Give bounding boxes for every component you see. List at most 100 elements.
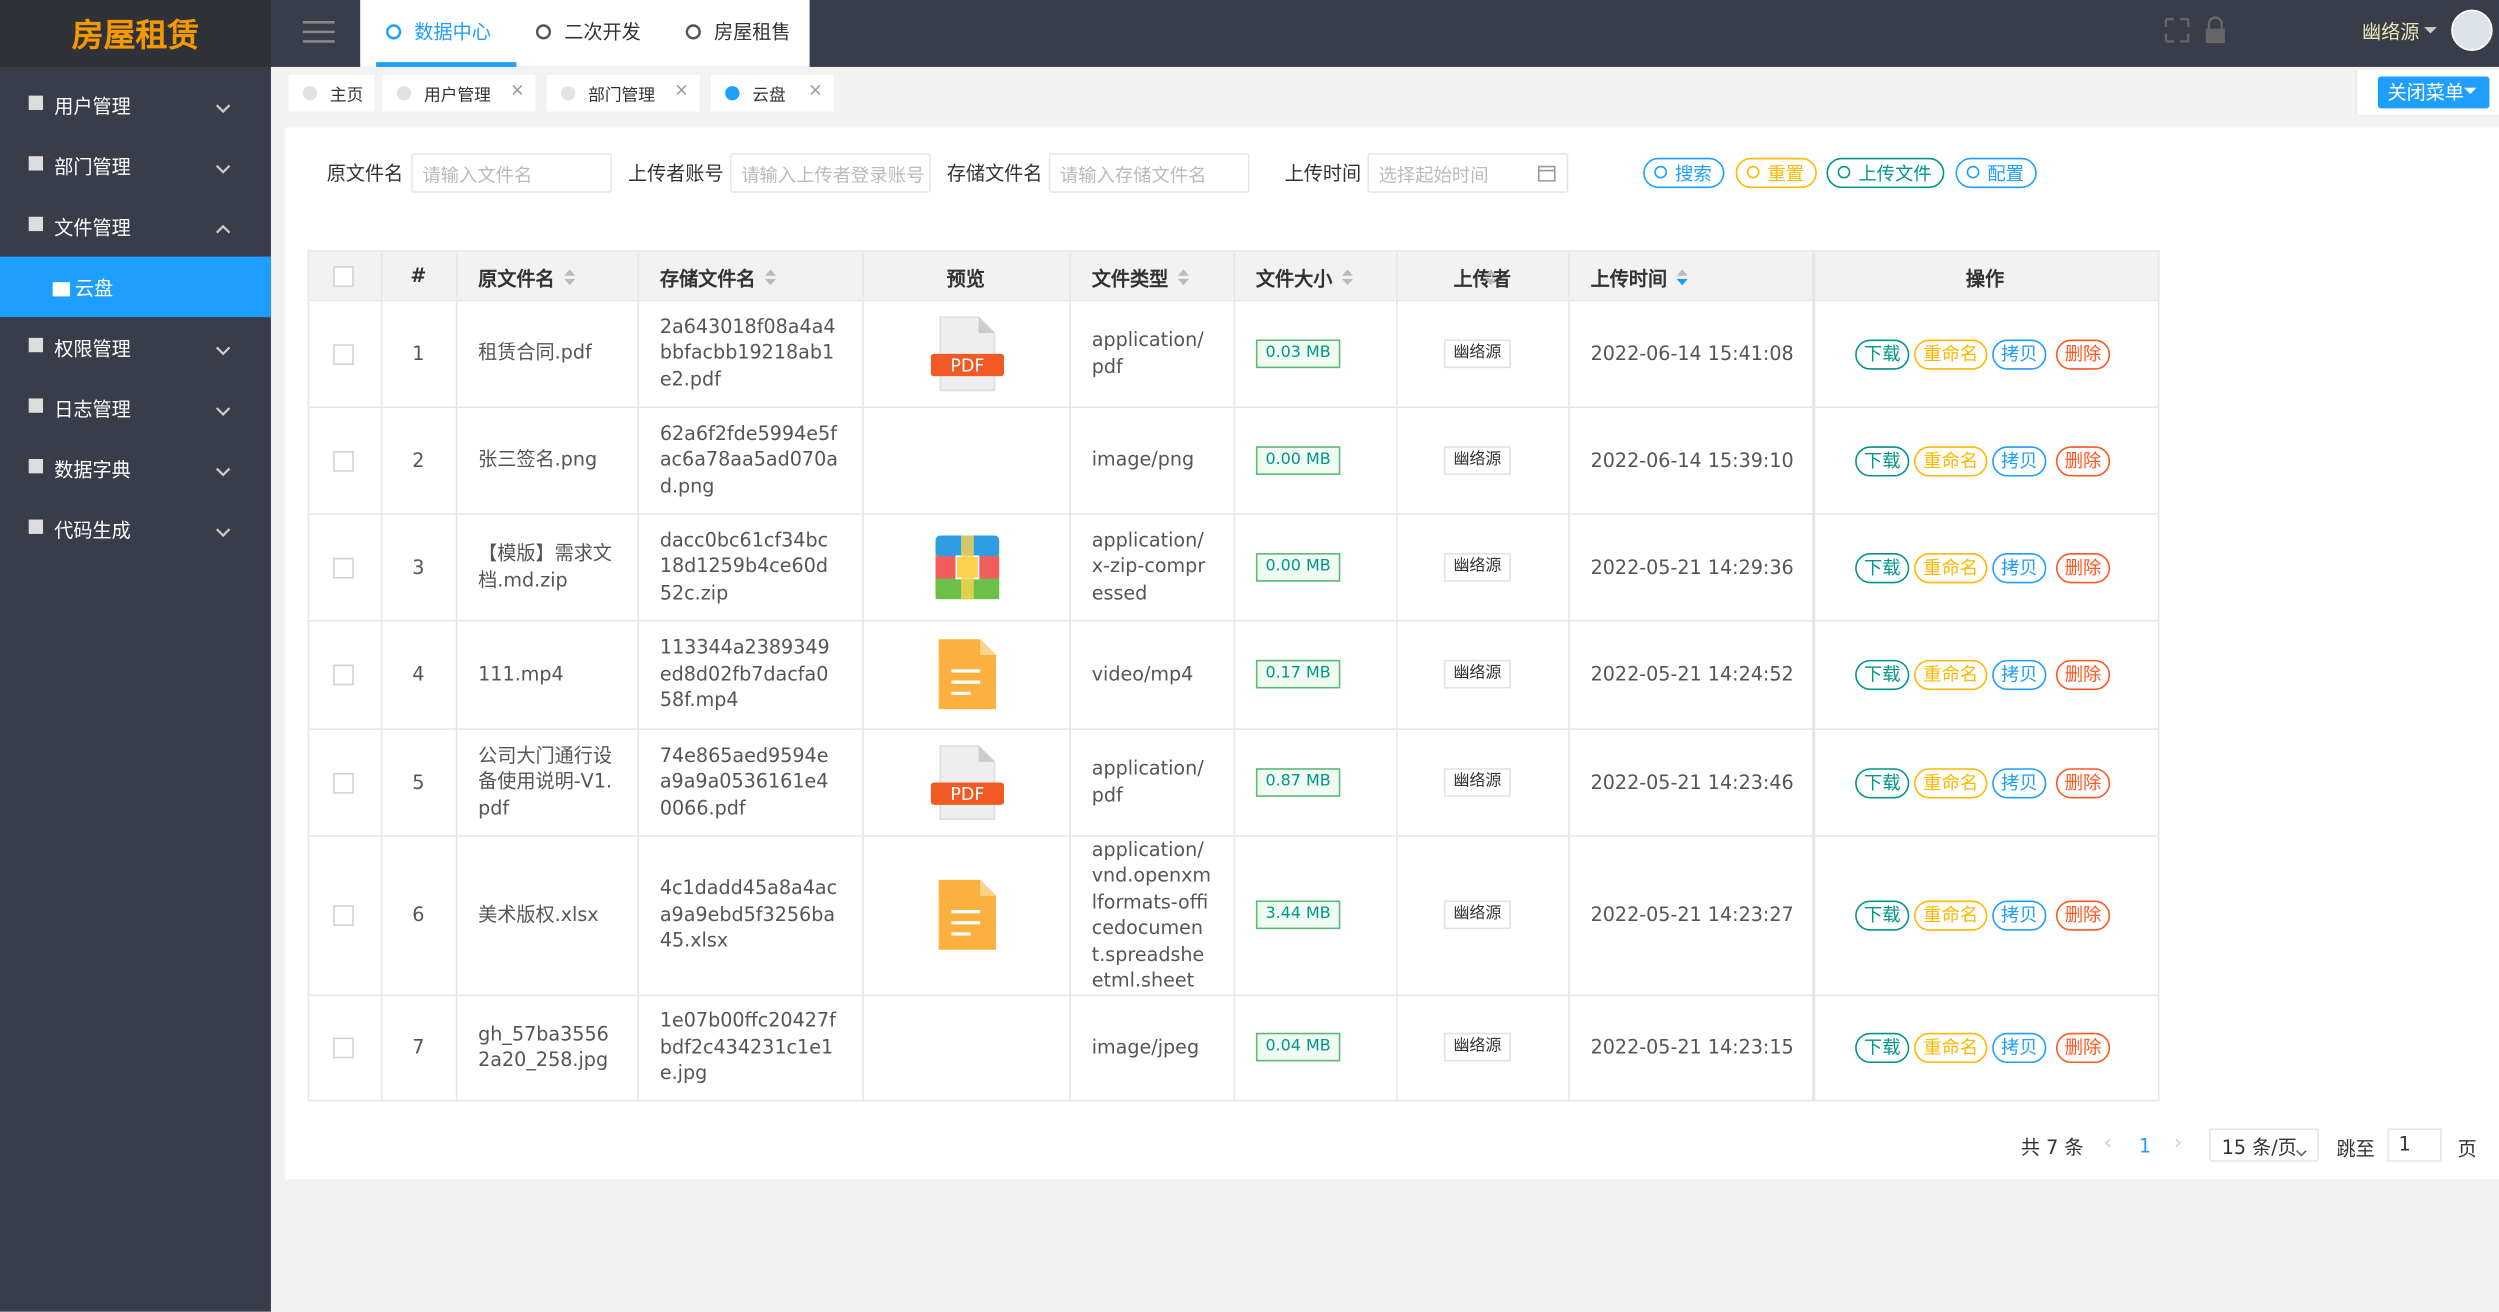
row-index: 4 [412, 663, 425, 686]
preview-pdf [930, 315, 1005, 392]
menu-label: 代码生成 [54, 519, 131, 542]
action-button[interactable]: 重命名 [1914, 659, 1988, 691]
file-name: 【模版】需求文档.md.zip [478, 541, 613, 591]
action-button[interactable]: 下载 [1855, 338, 1910, 369]
menu-chevron [215, 521, 231, 538]
action-button[interactable]: 重命名 [1914, 767, 1988, 798]
action-button[interactable]: 删除 [2055, 338, 2111, 369]
submenu-icon [52, 279, 71, 297]
action-button[interactable]: 下载 [1855, 767, 1910, 798]
action-button[interactable]: 删除 [2055, 900, 2111, 931]
action-button[interactable]: 下载 [1855, 900, 1910, 931]
page-tab-close[interactable]: × [674, 79, 689, 101]
jump-input[interactable] [2387, 1128, 2442, 1162]
row-divider [309, 619, 2158, 622]
uploader-tag: 幽络源 [1443, 1032, 1511, 1062]
action-button[interactable]: 重命名 [1914, 445, 1988, 476]
action-button[interactable]: 删除 [2055, 767, 2111, 798]
action-button[interactable]: 重命名 [1914, 338, 1988, 369]
user-name[interactable]: 幽络源 [2361, 20, 2420, 44]
avatar[interactable] [2451, 9, 2493, 51]
search-placeholder: 请输入文件名 [422, 164, 533, 187]
current-page[interactable]: 1 [2138, 1134, 2151, 1158]
row-index: 2 [412, 448, 425, 471]
row-checkbox[interactable] [333, 905, 354, 926]
search-input[interactable] [411, 153, 612, 193]
row-index: 1 [412, 341, 425, 365]
action-button[interactable]: 删除 [2055, 659, 2111, 691]
row-divider [309, 299, 2158, 302]
search-label: 上传者账号 [627, 162, 724, 185]
action-button[interactable]: 下载 [1855, 445, 1910, 476]
column-divider [1396, 251, 1398, 1100]
jump-label: 跳至 [2336, 1137, 2375, 1161]
submenu-item[interactable] [0, 256, 271, 318]
size-tag: 0.17 MB [1255, 659, 1341, 689]
action-button[interactable]: 拷贝 [1992, 552, 2047, 583]
search-input[interactable] [1367, 153, 1569, 193]
menu-label: 日志管理 [54, 398, 131, 421]
page-tab-close[interactable]: × [808, 79, 823, 101]
action-button[interactable]: 下载 [1855, 659, 1910, 691]
menu-label: 数据字典 [54, 459, 131, 482]
action-button[interactable]: 拷贝 [1992, 767, 2047, 798]
action-button[interactable]: 拷贝 [1992, 1032, 2047, 1064]
action-button[interactable]: 拷贝 [1992, 900, 2047, 931]
row-checkbox[interactable] [333, 450, 354, 471]
table [307, 250, 2160, 1102]
size-tag: 0.87 MB [1255, 767, 1341, 797]
row-checkbox[interactable] [333, 557, 354, 578]
stored-name: 2a643018f08a4a4bbfacbb19218ab1e2.pdf [659, 314, 836, 390]
column-divider [637, 251, 640, 1100]
action-button[interactable]: 重命名 [1914, 552, 1988, 583]
action-button[interactable]: 下载 [1855, 552, 1910, 583]
top-tab[interactable] [376, 0, 517, 67]
page-tab-close[interactable]: × [510, 79, 525, 101]
preview-pdf-text: PDF [950, 354, 985, 376]
action-button[interactable]: 删除 [2055, 445, 2111, 476]
header-checkbox[interactable] [333, 266, 354, 287]
column-header: 上传时间 [1590, 267, 1668, 291]
top-tab-label: 房屋租售 [714, 20, 791, 44]
action-button[interactable]: 重命名 [1914, 1032, 1988, 1064]
action-button[interactable]: 拷贝 [1992, 445, 2047, 476]
action-button[interactable]: 拷贝 [1992, 659, 2047, 691]
action-button[interactable]: 拷贝 [1992, 338, 2047, 369]
search-input[interactable] [1048, 153, 1250, 193]
menu-label: 权限管理 [54, 337, 131, 361]
search-placeholder: 请输入上传者登录账号 [741, 164, 925, 187]
search-label: 上传时间 [1284, 162, 1362, 185]
menu-icon [27, 215, 45, 233]
header-icons[interactable] [2163, 16, 2236, 45]
action-button[interactable]: 下载 [1855, 1032, 1910, 1064]
preview-pdf [930, 743, 1005, 820]
column-divider [1812, 251, 1816, 1100]
stored-name: 62a6f2fde5994e5fac6a78aa5ad070ad.png [659, 421, 838, 497]
row-checkbox[interactable] [333, 772, 354, 793]
file-name: 张三签名.png [478, 447, 598, 471]
column-header: 上传者 [1453, 267, 1511, 291]
row-checkbox[interactable] [333, 1037, 354, 1059]
size-tag: 0.04 MB [1255, 1032, 1341, 1062]
row-checkbox[interactable] [333, 343, 354, 365]
column-header: 文件大小 [1255, 267, 1333, 291]
prev-page[interactable]: ‹ [2103, 1131, 2113, 1156]
action-button[interactable]: 重命名 [1914, 900, 1988, 931]
upload-time: 2022-06-14 15:41:08 [1590, 341, 1794, 365]
page-size-select[interactable] [2208, 1128, 2319, 1162]
menu-icon [27, 397, 45, 415]
search-button-label: 搜索 [1675, 162, 1712, 185]
size-tag: 0.00 MB [1255, 552, 1341, 581]
search-button-label: 重置 [1767, 162, 1805, 185]
search-input[interactable] [729, 153, 931, 193]
menu-label: 文件管理 [54, 216, 131, 240]
row-checkbox[interactable] [333, 664, 354, 686]
menu-toggle[interactable] [301, 19, 336, 45]
jump-value: 1 [2398, 1133, 2411, 1156]
action-button[interactable]: 删除 [2055, 1032, 2111, 1064]
file-type: application/pdf [1091, 328, 1204, 377]
next-page[interactable]: › [2173, 1131, 2183, 1156]
action-button[interactable]: 删除 [2055, 552, 2111, 583]
top-tab-icon [534, 22, 553, 41]
